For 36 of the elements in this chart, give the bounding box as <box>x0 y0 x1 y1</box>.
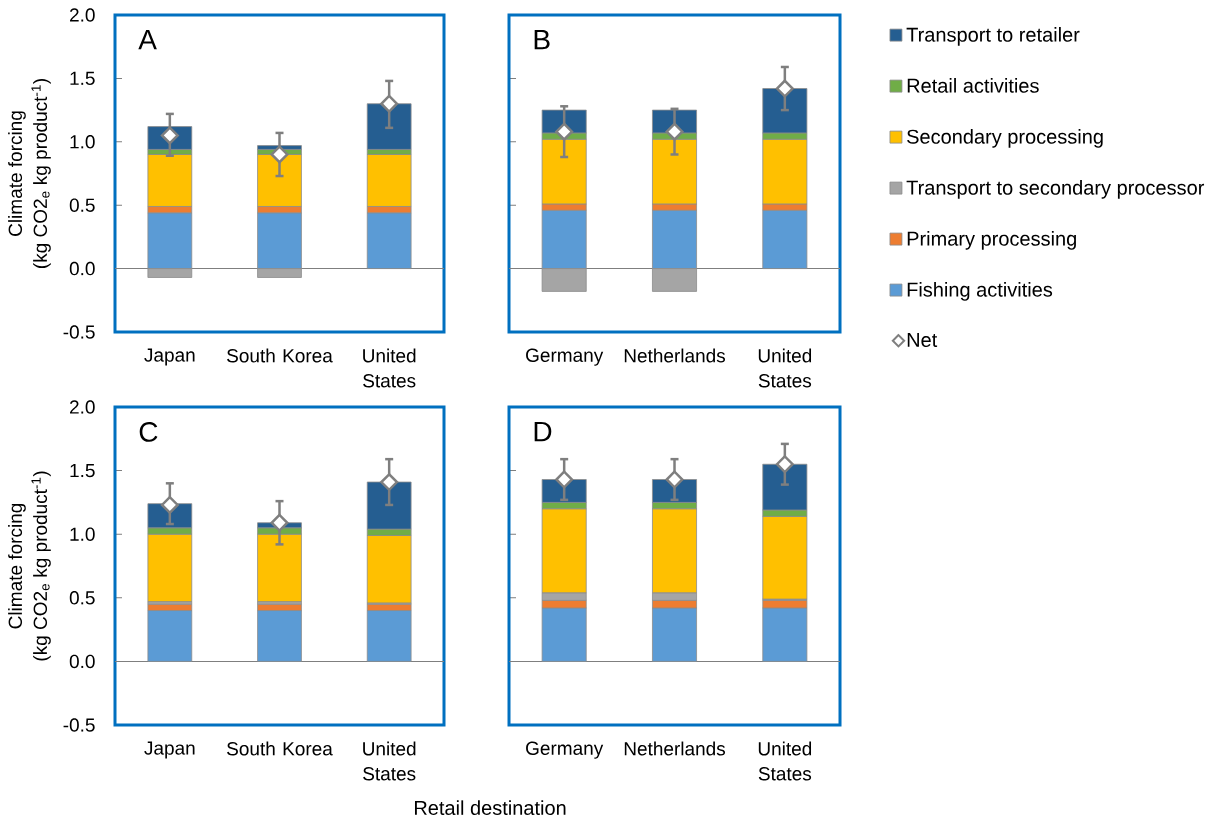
y-tick-label: 0.0 <box>69 261 95 276</box>
y-tick-label: 0.0 <box>69 654 95 669</box>
y-tick-label: 0.5 <box>69 591 95 605</box>
chart-title: D <box>534 422 552 442</box>
y-tick-label: 0.5 <box>69 198 95 212</box>
x-tick-label: Japan <box>144 741 195 759</box>
chart-title: B <box>534 29 550 50</box>
y-tick-label: -0.5 <box>63 718 95 732</box>
x-tick-label: Netherlands <box>624 348 726 363</box>
y-tick-label: 1.5 <box>70 463 95 478</box>
y-tick-label: 1.0 <box>70 135 95 149</box>
legend-label: Primary processing <box>907 231 1076 250</box>
x-tick-label: United States <box>363 348 416 388</box>
y-tick-label: 2.0 <box>70 8 95 22</box>
legend-label: Secondary processing <box>907 129 1103 148</box>
x-tick-label: United States <box>363 741 416 781</box>
x-tick-label: Germany <box>526 348 604 366</box>
x-tick-label: South Korea <box>227 348 333 363</box>
y-tick-label: 1.0 <box>70 527 95 541</box>
y-tick-label: -0.5 <box>63 325 95 339</box>
legend-label: Transport to retailer <box>906 27 1080 46</box>
legend-label: Transport to secondary processor <box>906 180 1205 199</box>
x-tick-label: Japan <box>144 348 195 366</box>
chart-title: C <box>139 422 158 442</box>
x-axis-title: Retail destination <box>415 800 566 816</box>
x-tick-label: South Korea <box>227 741 333 756</box>
legend-label: Fishing activities <box>907 282 1053 301</box>
legend-label: Retail activities <box>907 78 1039 93</box>
y-tick-label: 2.0 <box>70 400 95 414</box>
x-tick-label: Netherlands <box>624 741 726 756</box>
chart-title: A <box>138 29 157 50</box>
x-tick-label: United States <box>758 348 812 388</box>
x-tick-label: United States <box>758 741 812 781</box>
y-tick-label: 1.5 <box>70 71 95 86</box>
x-tick-label: Germany <box>526 741 604 759</box>
legend-label: Net <box>907 333 938 348</box>
